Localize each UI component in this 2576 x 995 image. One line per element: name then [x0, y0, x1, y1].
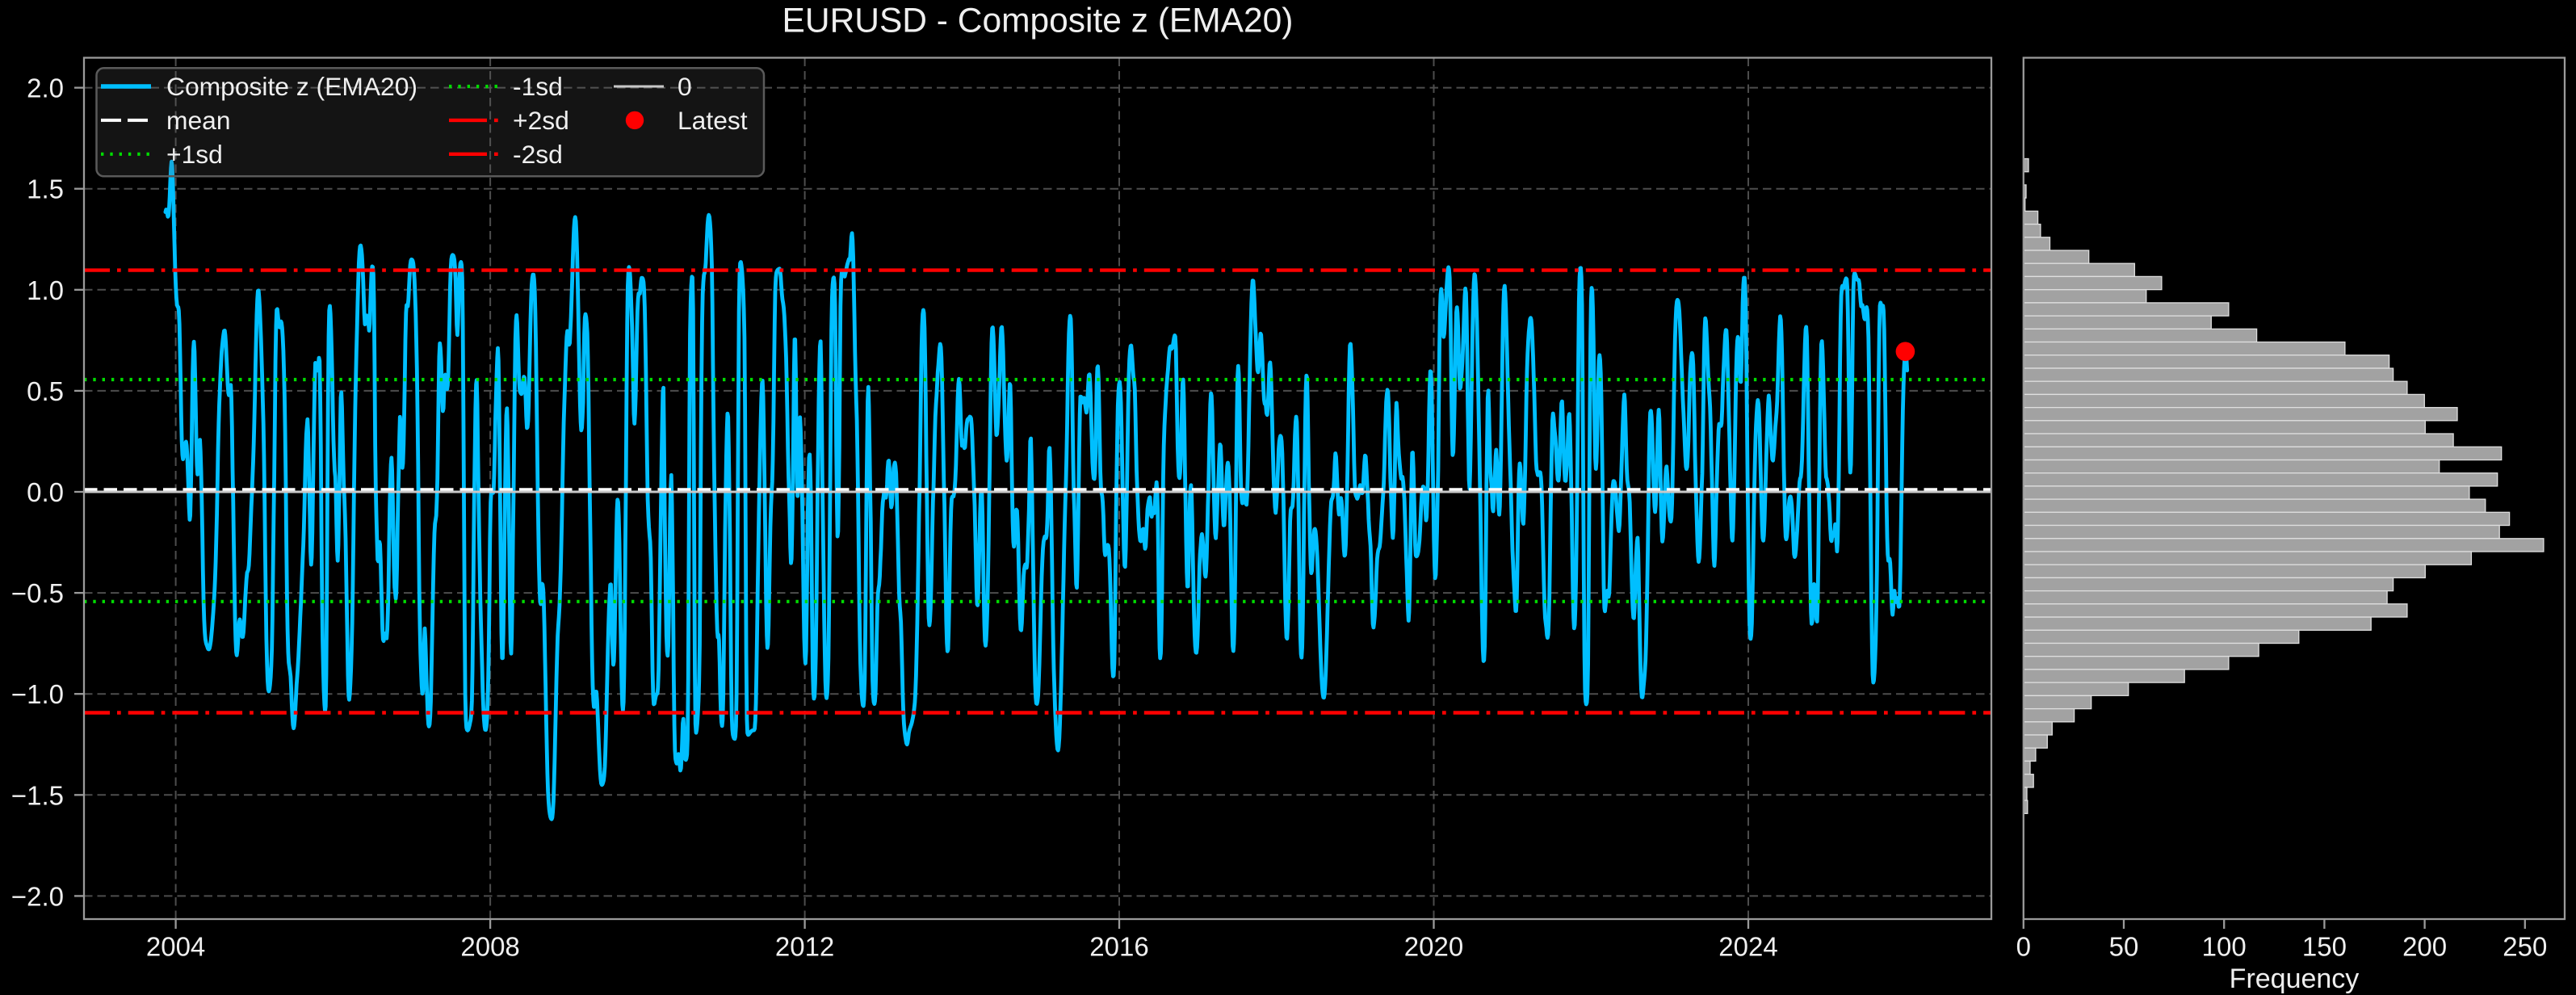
svg-text:2012: 2012	[775, 932, 834, 962]
svg-text:0.0: 0.0	[27, 477, 64, 507]
svg-text:−1.5: −1.5	[11, 780, 64, 810]
svg-text:2008: 2008	[460, 932, 519, 962]
svg-text:50: 50	[2109, 932, 2139, 962]
svg-text:1.5: 1.5	[27, 174, 64, 204]
svg-text:2024: 2024	[1718, 932, 1777, 962]
svg-text:100: 100	[2202, 932, 2247, 962]
svg-text:+2sd: +2sd	[513, 106, 569, 135]
svg-text:0: 0	[678, 72, 692, 101]
svg-text:EURUSD - Composite z (EMA20): EURUSD - Composite z (EMA20)	[782, 2, 1294, 40]
svg-text:2004: 2004	[146, 932, 205, 962]
svg-text:-2sd: -2sd	[513, 140, 563, 169]
svg-text:Frequency: Frequency	[2230, 964, 2360, 994]
svg-text:mean: mean	[166, 106, 231, 135]
svg-text:-1sd: -1sd	[513, 72, 563, 101]
svg-text:2.0: 2.0	[27, 73, 64, 103]
svg-text:−1.0: −1.0	[11, 679, 64, 709]
svg-text:+1sd: +1sd	[166, 140, 223, 169]
svg-text:1.0: 1.0	[27, 275, 64, 305]
svg-text:250: 250	[2503, 932, 2547, 962]
svg-text:−2.0: −2.0	[11, 881, 64, 911]
svg-text:150: 150	[2302, 932, 2347, 962]
svg-text:0.5: 0.5	[27, 376, 64, 406]
svg-text:2020: 2020	[1404, 932, 1463, 962]
svg-text:Composite z (EMA20): Composite z (EMA20)	[166, 72, 417, 101]
svg-text:0: 0	[2016, 932, 2031, 962]
svg-text:2016: 2016	[1089, 932, 1148, 962]
svg-text:200: 200	[2402, 932, 2447, 962]
svg-text:Latest: Latest	[678, 106, 748, 135]
svg-text:−0.5: −0.5	[11, 578, 64, 608]
